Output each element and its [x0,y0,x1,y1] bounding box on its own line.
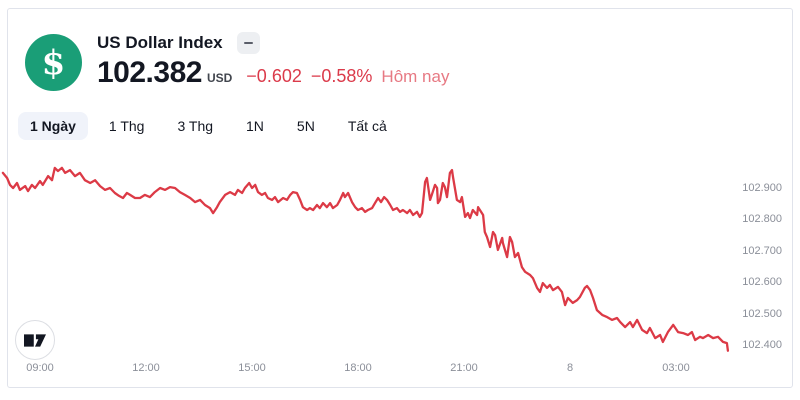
time-axis-label: 09:00 [26,362,54,374]
price-line-series [1,166,730,352]
range-tabs: 1 Ngày 1 Thg 3 Thg 1N 5N Tất cả [18,112,399,140]
tradingview-logo[interactable] [15,320,55,360]
symbol-title[interactable]: US Dollar Index [97,33,223,52]
tradingview-glyph-icon [24,333,46,347]
time-axis-label: 12:00 [132,362,160,374]
tab-5n[interactable]: 5N [285,112,327,140]
price-axis-label: 102.900 [742,182,782,194]
last-price: 102.382 [97,56,202,89]
tab-tất-cả[interactable]: Tất cả [336,112,399,140]
tab-3-thg[interactable]: 3 Thg [165,112,225,140]
price-axis-label: 102.600 [742,276,782,289]
tab-1-thg[interactable]: 1 Thg [97,112,157,140]
time-axis-label: 15:00 [238,362,266,374]
tab-1n[interactable]: 1N [234,112,276,140]
change-period-label: Hôm nay [381,67,450,86]
remove-symbol-button[interactable] [236,32,260,54]
price-axis-label: 102.700 [742,244,782,257]
price-change-percent: −0.58% [310,66,373,86]
time-axis-label: 21:00 [450,362,478,374]
price-axis-label: 102.800 [742,213,782,226]
time-axis-label: 8 [566,362,574,374]
dollar-icon: $ [25,34,82,91]
minus-icon [243,42,253,44]
time-axis-label: 18:00 [344,362,372,374]
tab-1-ngày[interactable]: 1 Ngày [18,112,88,140]
time-axis-label: 03:00 [662,362,690,374]
price-axis-label: 102.500 [742,307,782,320]
currency-label: USD [206,71,233,85]
price-change-absolute: −0.602 [246,66,302,86]
price-axis-label: 102.400 [742,339,782,351]
